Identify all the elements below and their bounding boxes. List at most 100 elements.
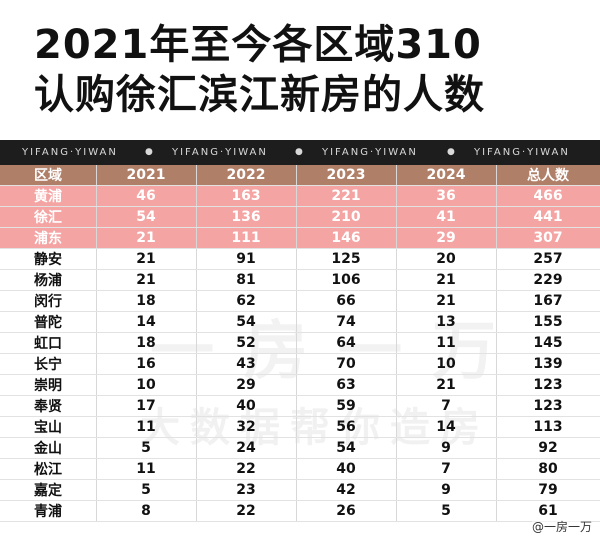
count-cell: 221 xyxy=(296,185,397,207)
count-cell: 229 xyxy=(496,269,600,291)
count-cell: 24 xyxy=(196,437,297,459)
count-cell: 16 xyxy=(96,353,197,375)
count-cell: 14 xyxy=(396,416,497,438)
count-cell: 40 xyxy=(196,395,297,417)
count-cell: 111 xyxy=(196,227,297,249)
count-cell: 92 xyxy=(496,437,600,459)
table-row: 崇明 10 29 63 21 123 xyxy=(0,374,600,396)
count-cell: 54 xyxy=(196,311,297,333)
district-cell: 嘉定 xyxy=(0,479,97,501)
table-row: 黄浦 46 163 221 36 466 xyxy=(0,185,600,207)
count-cell: 9 xyxy=(396,437,497,459)
banner-dot: ● xyxy=(145,147,155,157)
district-cell: 杨浦 xyxy=(0,269,97,291)
column-header: 区域 xyxy=(0,165,97,186)
count-cell: 5 xyxy=(96,437,197,459)
count-cell: 21 xyxy=(396,269,497,291)
count-cell: 11 xyxy=(396,332,497,354)
column-header: 2022 xyxy=(196,165,297,186)
count-cell: 56 xyxy=(296,416,397,438)
district-cell: 松江 xyxy=(0,458,97,480)
count-cell: 29 xyxy=(196,374,297,396)
count-cell: 13 xyxy=(396,311,497,333)
brand-banner: YIFANG·YIWAN ● YIFANG·YIWAN ● YIFANG·YIW… xyxy=(0,140,600,165)
count-cell: 54 xyxy=(296,437,397,459)
count-cell: 79 xyxy=(496,479,600,501)
district-cell: 静安 xyxy=(0,248,97,270)
count-cell: 62 xyxy=(196,290,297,312)
district-cell: 崇明 xyxy=(0,374,97,396)
count-cell: 5 xyxy=(96,479,197,501)
table-row: 金山 5 24 54 9 92 xyxy=(0,437,600,459)
column-header: 2021 xyxy=(96,165,197,186)
count-cell: 32 xyxy=(196,416,297,438)
count-cell: 20 xyxy=(396,248,497,270)
column-header: 2023 xyxy=(296,165,397,186)
count-cell: 40 xyxy=(296,458,397,480)
count-cell: 54 xyxy=(96,206,197,228)
count-cell: 21 xyxy=(96,269,197,291)
count-cell: 91 xyxy=(196,248,297,270)
table-row: 奉贤 17 40 59 7 123 xyxy=(0,395,600,417)
banner-text: YIFANG·YIWAN xyxy=(22,147,118,158)
count-cell: 257 xyxy=(496,248,600,270)
district-cell: 虹口 xyxy=(0,332,97,354)
count-cell: 9 xyxy=(396,479,497,501)
count-cell: 43 xyxy=(196,353,297,375)
count-cell: 139 xyxy=(496,353,600,375)
district-cell: 青浦 xyxy=(0,500,97,522)
count-cell: 80 xyxy=(496,458,600,480)
table-body: 黄浦 46 163 221 36 466 徐汇 54 136 210 41 441 浦东 21 111 146… xyxy=(0,185,600,522)
count-cell: 7 xyxy=(396,458,497,480)
district-cell: 普陀 xyxy=(0,311,97,333)
count-cell: 5 xyxy=(396,500,497,522)
count-cell: 123 xyxy=(496,395,600,417)
district-cell: 奉贤 xyxy=(0,395,97,417)
count-cell: 41 xyxy=(396,206,497,228)
count-cell: 10 xyxy=(96,374,197,396)
count-cell: 29 xyxy=(396,227,497,249)
count-cell: 136 xyxy=(196,206,297,228)
count-cell: 59 xyxy=(296,395,397,417)
table-row: 虹口 18 52 64 11 145 xyxy=(0,332,600,354)
count-cell: 66 xyxy=(296,290,397,312)
count-cell: 14 xyxy=(96,311,197,333)
count-cell: 163 xyxy=(196,185,297,207)
count-cell: 167 xyxy=(496,290,600,312)
district-cell: 闵行 xyxy=(0,290,97,312)
count-cell: 7 xyxy=(396,395,497,417)
district-cell: 金山 xyxy=(0,437,97,459)
count-cell: 123 xyxy=(496,374,600,396)
banner-text: YIFANG·YIWAN xyxy=(322,147,418,158)
count-cell: 210 xyxy=(296,206,397,228)
count-cell: 52 xyxy=(196,332,297,354)
banner-dot: ● xyxy=(447,147,457,157)
banner-text: YIFANG·YIWAN xyxy=(474,147,570,158)
count-cell: 155 xyxy=(496,311,600,333)
table-row: 宝山 11 32 56 14 113 xyxy=(0,416,600,438)
count-cell: 74 xyxy=(296,311,397,333)
count-cell: 125 xyxy=(296,248,397,270)
count-cell: 63 xyxy=(296,374,397,396)
credit-label: @一房一万 xyxy=(531,518,592,535)
count-cell: 22 xyxy=(196,500,297,522)
count-cell: 21 xyxy=(396,374,497,396)
table-row: 杨浦 21 81 106 21 229 xyxy=(0,269,600,291)
count-cell: 18 xyxy=(96,332,197,354)
count-cell: 36 xyxy=(396,185,497,207)
count-cell: 46 xyxy=(96,185,197,207)
table-row: 青浦 8 22 26 5 61 xyxy=(0,500,600,522)
banner-text: YIFANG·YIWAN xyxy=(172,147,268,158)
district-cell: 宝山 xyxy=(0,416,97,438)
count-cell: 26 xyxy=(296,500,397,522)
count-cell: 21 xyxy=(96,227,197,249)
count-cell: 11 xyxy=(96,416,197,438)
district-cell: 徐汇 xyxy=(0,206,97,228)
count-cell: 70 xyxy=(296,353,397,375)
column-header: 2024 xyxy=(396,165,497,186)
table-row: 普陀 14 54 74 13 155 xyxy=(0,311,600,333)
count-cell: 81 xyxy=(196,269,297,291)
table-row: 徐汇 54 136 210 41 441 xyxy=(0,206,600,228)
count-cell: 22 xyxy=(196,458,297,480)
count-cell: 441 xyxy=(496,206,600,228)
